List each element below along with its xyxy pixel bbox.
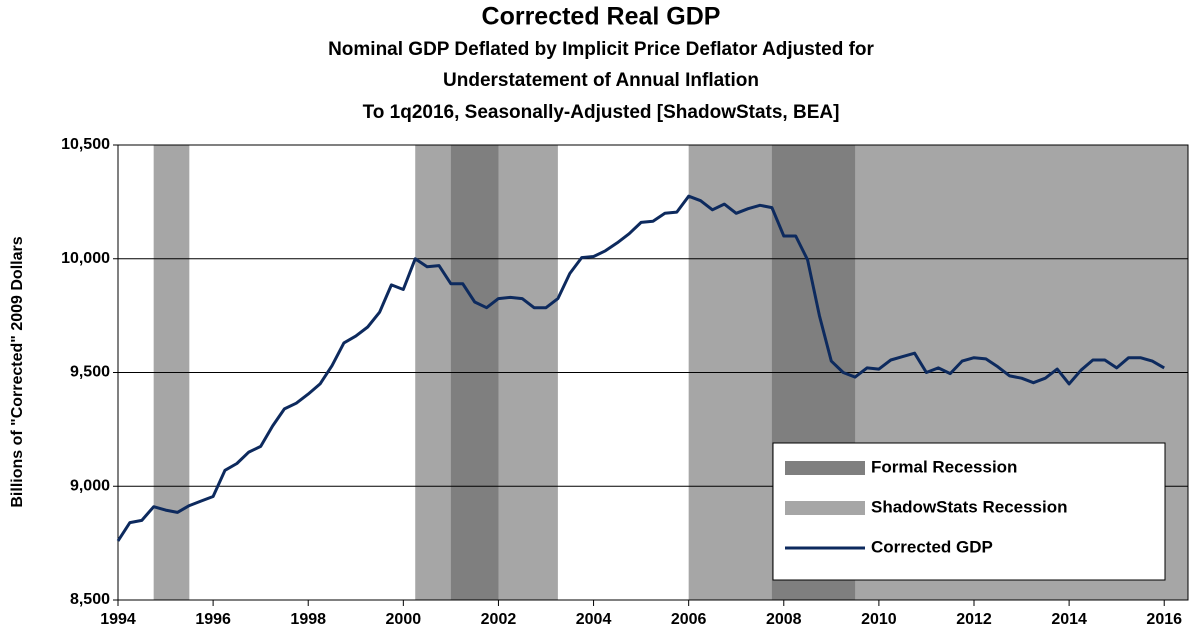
x-tick-label: 2016 [1146, 611, 1182, 628]
y-tick-label: 8,500 [70, 591, 110, 608]
legend-swatch [785, 461, 865, 475]
legend-label: Formal Recession [871, 457, 1017, 476]
x-tick-label: 2008 [766, 611, 802, 628]
x-tick-label: 2002 [481, 611, 517, 628]
x-tick-label: 2006 [671, 611, 707, 628]
subtitle: Nominal GDP Deflated by Implicit Price D… [328, 39, 874, 60]
y-tick-label: 10,500 [61, 136, 110, 153]
x-tick-label: 2004 [576, 611, 612, 628]
y-tick-label: 10,000 [61, 250, 110, 267]
legend-label: Corrected GDP [871, 537, 993, 556]
y-axis-label: Billions of "Corrected" 2009 Dollars [9, 236, 26, 507]
plot-border [117, 144, 1189, 601]
x-tick-label: 2012 [956, 611, 992, 628]
y-tick-label: 9,000 [70, 477, 110, 494]
x-tick-label: 2014 [1051, 611, 1087, 628]
x-tick-label: 1998 [290, 611, 326, 628]
x-tick-label: 2010 [861, 611, 897, 628]
data-line [116, 194, 1165, 542]
subtitle: Understatement of Annual Inflation [443, 70, 759, 91]
x-tick-label: 2000 [386, 611, 422, 628]
x-tick-label: 1994 [100, 611, 136, 628]
subtitle: To 1q2016, Seasonally-Adjusted [ShadowSt… [363, 102, 840, 123]
x-tick-label: 1996 [195, 611, 231, 628]
chart-title: Corrected Real GDP [482, 3, 721, 31]
legend-swatch [785, 501, 865, 515]
legend-label: ShadowStats Recession [871, 497, 1068, 516]
y-tick-label: 9,500 [70, 364, 110, 381]
